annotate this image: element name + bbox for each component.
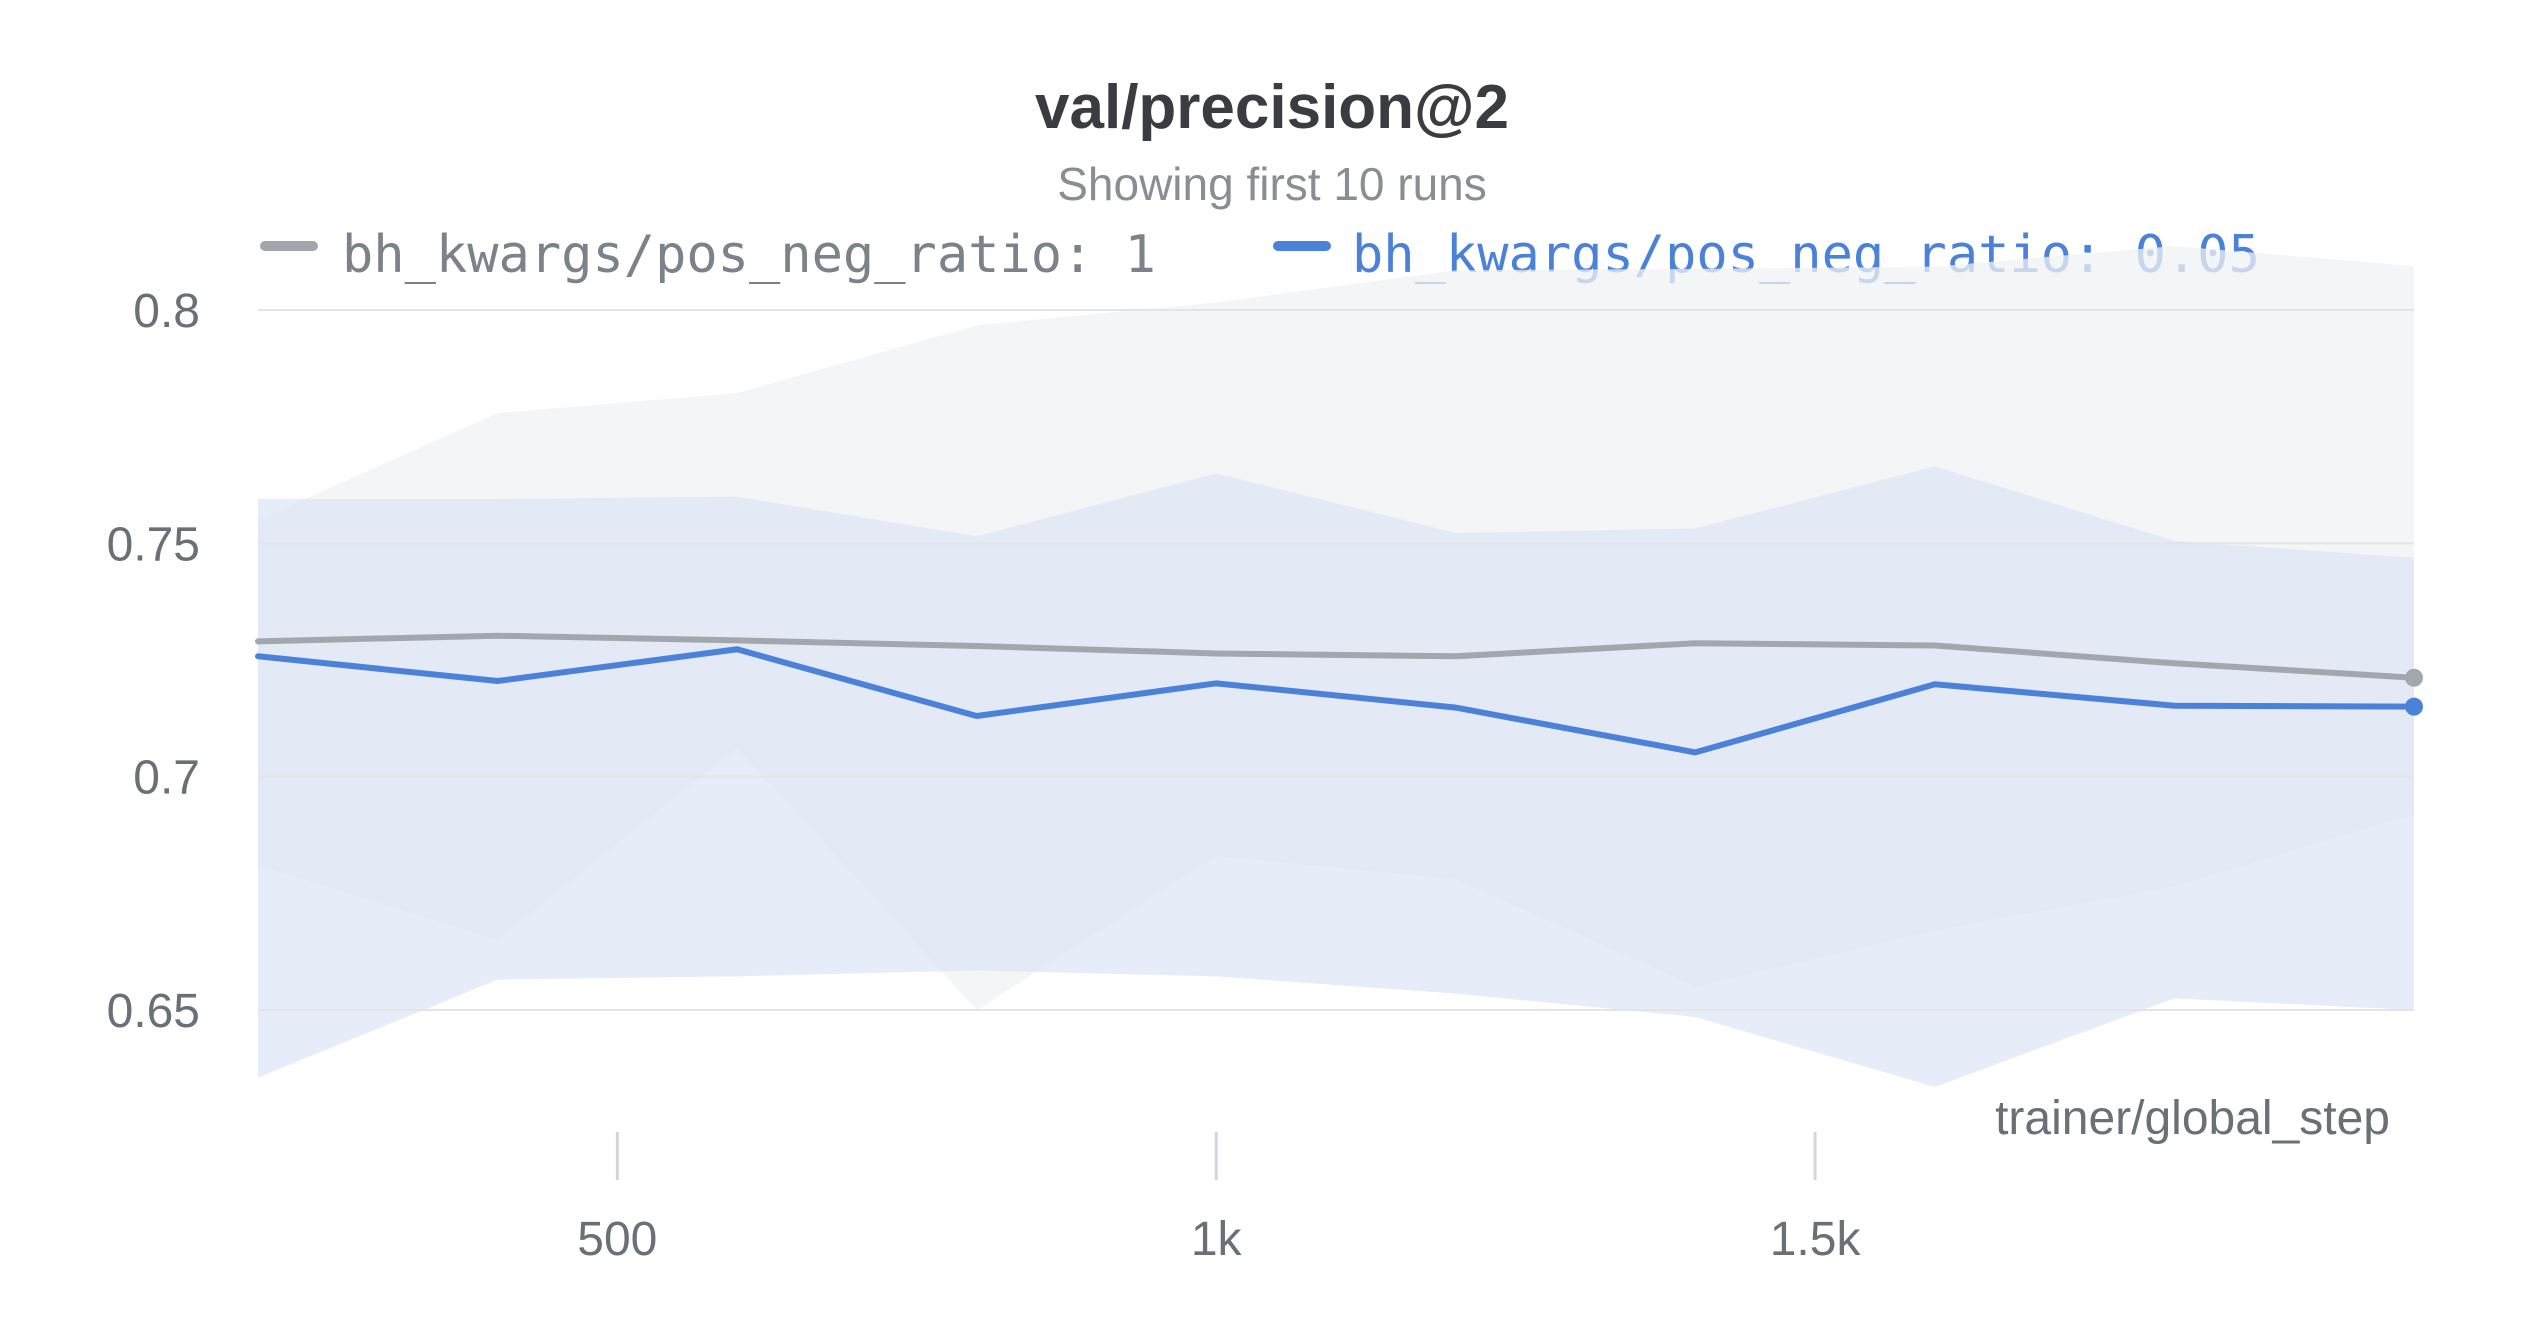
legend-label-series-1: bh_kwargs/pos_neg_ratio: 1	[342, 225, 1156, 285]
line-series-2	[255, 646, 2417, 756]
line-series-1	[255, 632, 2417, 681]
y-tick-label: 0.8	[133, 285, 200, 338]
end-point-series-1	[2405, 668, 2423, 687]
y-gridlines	[258, 309, 2414, 1011]
chart-title: val/precision@2	[1035, 73, 1509, 142]
series-end-markers	[2405, 668, 2423, 716]
chart-subtitle: Showing first 10 runs	[1057, 158, 1487, 210]
x-tick-label: 500	[577, 1213, 657, 1266]
legend: bh_kwargs/pos_neg_ratio: 1 bh_kwargs/pos…	[260, 225, 2260, 285]
y-tick-label: 0.65	[107, 985, 200, 1038]
y-tick-label: 0.75	[107, 518, 200, 571]
confidence-bands	[258, 246, 2414, 1087]
series-lines	[255, 632, 2417, 756]
end-point-series-2	[2405, 697, 2423, 716]
y-tick-label: 0.7	[133, 752, 200, 805]
x-tick-label: 1k	[1191, 1213, 1243, 1266]
y-axis-ticks: 0.65 0.7 0.75 0.8	[107, 285, 200, 1038]
x-tick-label: 1.5k	[1770, 1213, 1862, 1266]
x-axis-ticks: 500 1k 1.5k	[577, 1132, 1861, 1266]
x-axis-label: trainer/global_step	[1995, 1092, 2390, 1145]
